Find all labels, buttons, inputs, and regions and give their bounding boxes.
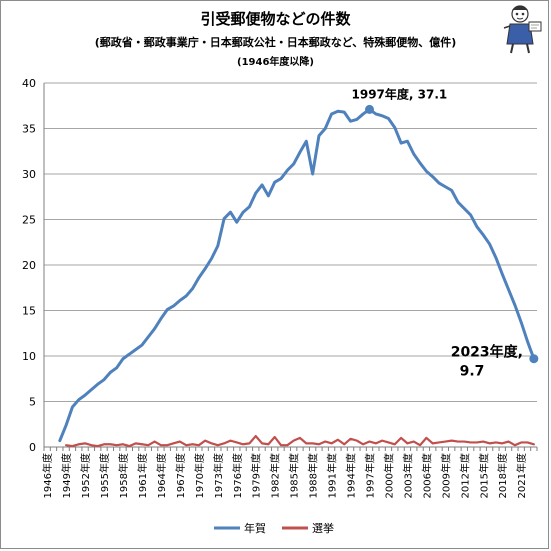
x-tick-label: 1958年度 xyxy=(117,453,130,498)
y-tick-label: 40 xyxy=(22,77,36,90)
y-tick-label: 10 xyxy=(22,350,36,363)
x-tick-label: 2021年度 xyxy=(515,453,528,498)
y-tick-label: 5 xyxy=(29,396,36,409)
x-tick-label: 1988年度 xyxy=(307,453,320,498)
peak-annotation: 1997年度, 37.1 xyxy=(352,86,448,101)
x-tick-label: 1952年度 xyxy=(79,453,92,498)
y-tick-label: 25 xyxy=(22,214,36,227)
x-tick-label: 1967年度 xyxy=(174,453,187,498)
x-tick-label: 2000年度 xyxy=(382,453,395,498)
x-tick-label: 2015年度 xyxy=(477,453,490,498)
y-tick-label: 0 xyxy=(29,441,36,454)
y-tick-label: 35 xyxy=(22,123,36,136)
mascot-logo xyxy=(503,5,542,54)
legend-label-senkyo: 選挙 xyxy=(312,522,334,535)
y-tick-label: 20 xyxy=(22,259,36,272)
x-tick-label: 1976年度 xyxy=(231,453,244,498)
chart-note: (1946年度以降) xyxy=(237,57,314,68)
x-tick-label: 1955年度 xyxy=(98,453,111,498)
x-tick-label: 2018年度 xyxy=(496,453,509,498)
peak-marker xyxy=(365,104,375,114)
series-line-nenga xyxy=(58,107,536,443)
x-tick-label: 1982年度 xyxy=(269,453,282,498)
x-tick-label: 2012年度 xyxy=(458,453,471,498)
x-tick-label: 1964年度 xyxy=(155,453,168,498)
x-tick-label: 2003年度 xyxy=(401,453,414,498)
latest-marker xyxy=(529,354,539,364)
x-tick-label: 2006年度 xyxy=(420,453,433,498)
latest-annotation-line1: 2023年度, xyxy=(451,344,523,361)
latest-annotation-line2: 9.7 xyxy=(460,364,485,380)
x-tick-label: 2009年度 xyxy=(439,453,452,498)
x-tick-label: 1985年度 xyxy=(288,453,301,498)
legend-label-nenga: 年賀 xyxy=(244,521,266,535)
x-tick-label: 1979年度 xyxy=(250,453,263,498)
chart-title: 引受郵便物などの件数 xyxy=(200,10,351,28)
y-tick-label: 30 xyxy=(22,168,36,181)
y-tick-label: 15 xyxy=(22,305,36,318)
series-line-senkyo xyxy=(65,434,535,448)
chart-subtitle: (郵政省・郵政事業庁・日本郵政公社・日本郵政など、特殊郵便物、億件) xyxy=(94,36,457,49)
x-tick-label: 1970年度 xyxy=(193,453,206,498)
x-tick-label: 1946年度 xyxy=(41,453,54,498)
x-tick-label: 1949年度 xyxy=(60,453,73,498)
x-tick-label: 1991年度 xyxy=(326,453,339,498)
x-tick-label: 1997年度 xyxy=(364,453,377,498)
x-tick-label: 1961年度 xyxy=(136,453,149,498)
x-tick-label: 1994年度 xyxy=(345,453,358,498)
x-tick-label: 1973年度 xyxy=(212,453,225,498)
